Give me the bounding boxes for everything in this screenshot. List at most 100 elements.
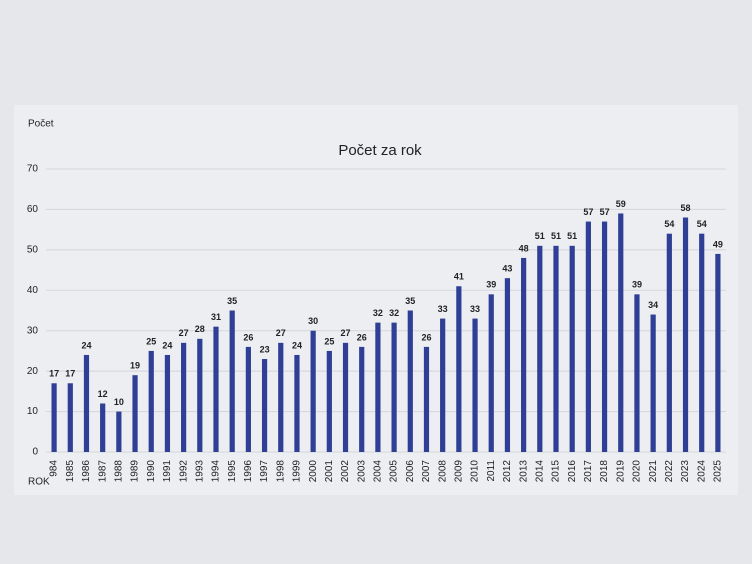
data-label: 51: [535, 231, 545, 241]
data-label: 33: [438, 304, 448, 314]
data-label: 17: [65, 369, 75, 379]
x-tick-label: 1998: [275, 460, 286, 483]
bar: [342, 342, 349, 452]
data-label: 32: [373, 308, 383, 318]
bar: [440, 318, 446, 452]
bar: [359, 346, 365, 452]
data-label: 54: [664, 219, 674, 229]
bar: [375, 322, 381, 452]
x-tick-label: 2007: [421, 460, 432, 483]
data-label: 59: [616, 199, 626, 209]
data-label: 27: [341, 328, 351, 338]
bar: [521, 257, 527, 452]
x-tick-label: 2017: [583, 460, 594, 483]
bar: [537, 245, 543, 452]
bar: [229, 310, 235, 452]
x-tick-label: 1985: [65, 460, 76, 483]
x-tick-label: 2002: [340, 460, 351, 483]
x-tick-label: 2021: [648, 460, 659, 483]
data-label: 26: [357, 332, 367, 342]
x-tick-label: 2006: [405, 460, 416, 483]
x-tick-label: 1989: [130, 460, 141, 483]
data-label: 27: [276, 328, 286, 338]
data-label: 30: [308, 316, 318, 326]
bar: [148, 350, 154, 452]
bar: [456, 286, 462, 452]
data-label: 25: [146, 336, 156, 346]
x-tick-label: 1992: [178, 460, 189, 483]
data-label: 43: [502, 264, 512, 274]
y-tick-label: 30: [27, 325, 39, 336]
x-tick-label: 2012: [502, 460, 513, 483]
bar: [699, 233, 705, 452]
data-label: 23: [260, 344, 270, 354]
bar: [278, 342, 284, 452]
x-tick-label: 1994: [211, 460, 222, 483]
data-label: 57: [583, 207, 593, 217]
bar: [472, 318, 478, 452]
x-tick-label: 2016: [567, 460, 578, 483]
bar: [67, 383, 73, 452]
x-tick-label: 1988: [113, 460, 124, 483]
bar: [666, 233, 672, 452]
data-label: 24: [292, 340, 302, 350]
data-label: 25: [324, 336, 334, 346]
y-tick-label: 60: [27, 204, 39, 215]
x-tick-label: 2019: [615, 460, 626, 483]
x-tick-label: 2025: [713, 460, 724, 483]
x-tick-label: 2023: [680, 460, 691, 483]
x-tick-label: 2010: [470, 460, 481, 483]
bar: [261, 359, 268, 452]
x-tick-label: 1993: [194, 460, 205, 483]
data-label: 49: [713, 239, 723, 249]
data-label: 35: [405, 296, 415, 306]
x-tick-label: 2004: [373, 460, 384, 483]
data-label: 51: [567, 231, 577, 241]
bar: [181, 342, 187, 452]
data-label: 41: [454, 272, 464, 282]
x-tick-label: 1990: [146, 460, 157, 483]
x-tick-label: 2015: [551, 460, 562, 483]
y-axis-label: Počet: [28, 119, 54, 130]
bar: [618, 213, 624, 452]
x-tick-label: 2008: [437, 460, 448, 483]
x-tick-label: 2011: [486, 460, 497, 482]
bar: [715, 253, 721, 452]
bar: [326, 350, 332, 452]
x-tick-label: 984: [49, 460, 60, 477]
data-label: 57: [600, 207, 610, 217]
bar: [116, 411, 122, 452]
x-tick-label: 2003: [356, 460, 367, 483]
bar: [682, 217, 689, 452]
data-label: 26: [243, 332, 253, 342]
data-label: 19: [130, 361, 140, 371]
data-label: 31: [211, 312, 221, 322]
data-label: 39: [632, 280, 642, 290]
bar: [423, 346, 430, 452]
x-tick-label: 2024: [696, 460, 707, 483]
y-tick-label: 20: [27, 366, 39, 377]
data-label: 26: [421, 332, 431, 342]
x-tick-label: 2005: [389, 460, 400, 483]
bar: [601, 221, 608, 452]
data-label: 48: [519, 243, 529, 253]
bar: [310, 330, 316, 452]
bar: [132, 375, 138, 452]
x-tick-label: 1996: [243, 460, 254, 483]
bar: [164, 354, 171, 452]
bar: [585, 221, 591, 452]
y-tick-label: 10: [27, 406, 39, 417]
bar: [100, 403, 106, 452]
data-label: 24: [162, 340, 172, 350]
data-label: 27: [179, 328, 189, 338]
bar: [488, 294, 494, 452]
data-label: 17: [49, 369, 59, 379]
bar: [553, 245, 559, 452]
x-tick-label: 2001: [324, 460, 335, 483]
bar: [51, 383, 57, 452]
data-label: 28: [195, 324, 205, 334]
x-tick-label: 2022: [664, 460, 675, 483]
bar: [245, 346, 251, 452]
bar: [650, 314, 656, 452]
